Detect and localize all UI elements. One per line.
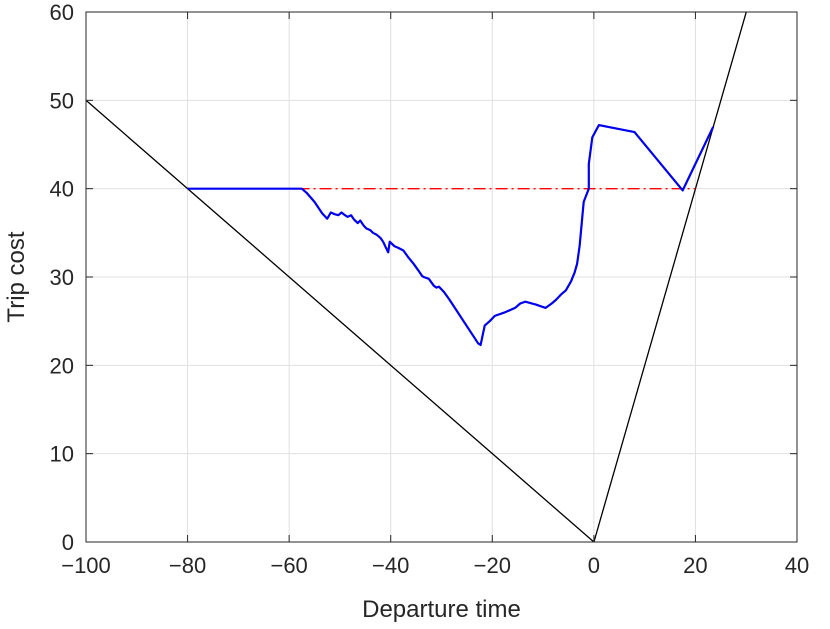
x-tick-label: −40 <box>372 553 409 578</box>
x-tick-label: 20 <box>683 553 707 578</box>
y-tick-label: 20 <box>50 353 74 378</box>
x-tick-label: −20 <box>474 553 511 578</box>
x-tick-label: 0 <box>588 553 600 578</box>
cost-curve <box>187 123 715 347</box>
y-tick-label: 60 <box>50 0 74 25</box>
y-tick-label: 10 <box>50 442 74 467</box>
y-tick-label: 50 <box>50 88 74 113</box>
x-tick-label: −100 <box>61 553 111 578</box>
y-axis-label: Trip cost <box>3 231 30 322</box>
ticks: −100 −80 −60 −40 −20 0 20 40 0 10 20 30 40 50 60 <box>50 0 810 578</box>
x-tick-label: 40 <box>785 553 809 578</box>
x-axis-label: Departure time <box>362 596 521 623</box>
boundary-line <box>86 12 747 542</box>
y-tick-label: 40 <box>50 177 74 202</box>
x-tick-label: −80 <box>169 553 206 578</box>
x-tick-label: −60 <box>270 553 307 578</box>
series-layer <box>86 12 747 542</box>
y-tick-label: 0 <box>62 530 74 555</box>
y-tick-label: 30 <box>50 265 74 290</box>
